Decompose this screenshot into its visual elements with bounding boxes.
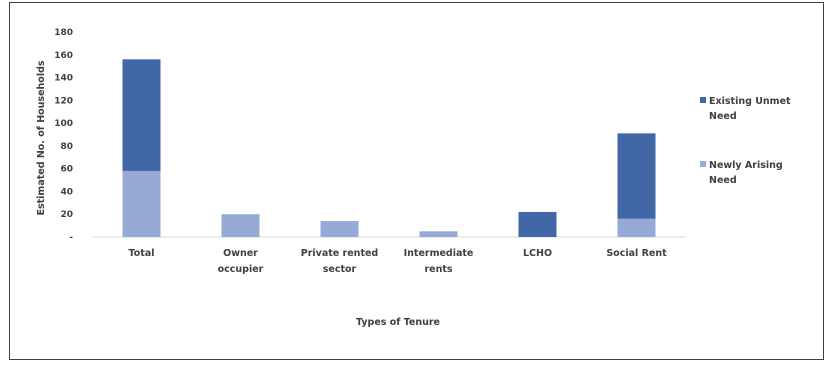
legend-label: Need <box>709 111 737 122</box>
x-category-label: Private rented <box>301 248 378 259</box>
x-category-label: Social Rent <box>606 248 667 259</box>
bar-segment <box>617 218 656 237</box>
bar-segment <box>617 133 656 219</box>
x-category-label: Owner <box>223 248 258 259</box>
y-tick-label: 120 <box>54 96 73 106</box>
y-axis-title: Estimated No. of Households <box>36 60 47 215</box>
y-tick-label: 80 <box>60 142 73 152</box>
y-tick-label: 140 <box>54 74 73 84</box>
x-category-label: Total <box>129 248 155 259</box>
y-tick-label: 100 <box>54 119 73 129</box>
bar-segment <box>419 231 458 237</box>
y-tick-label: 160 <box>54 51 73 61</box>
bar-segment <box>518 211 557 237</box>
y-tick-label: 20 <box>60 210 73 220</box>
x-category-label: Intermediate <box>404 248 474 259</box>
legend-label: Newly Arising <box>709 160 783 171</box>
x-category-label: rents <box>424 264 452 275</box>
y-tick-label: 40 <box>60 187 73 197</box>
bar-segment <box>122 59 161 171</box>
legend-label: Existing Unmet <box>709 96 791 107</box>
y-tick-label: - <box>69 233 73 243</box>
bar-segment <box>320 221 359 237</box>
y-tick-label: 180 <box>54 28 73 38</box>
x-category-label: LCHO <box>523 248 552 259</box>
y-axis-title-group: Estimated No. of Households <box>36 60 47 215</box>
bar-segment <box>221 214 260 237</box>
legend-swatch <box>700 161 706 167</box>
legend-label: Need <box>709 175 737 186</box>
x-category-label: occupier <box>218 264 264 275</box>
y-tick-label: 60 <box>60 165 73 175</box>
legend-swatch <box>700 97 706 103</box>
x-category-label: sector <box>323 264 357 275</box>
x-axis-title: Types of Tenure <box>356 317 440 328</box>
bar-segment <box>122 170 161 237</box>
